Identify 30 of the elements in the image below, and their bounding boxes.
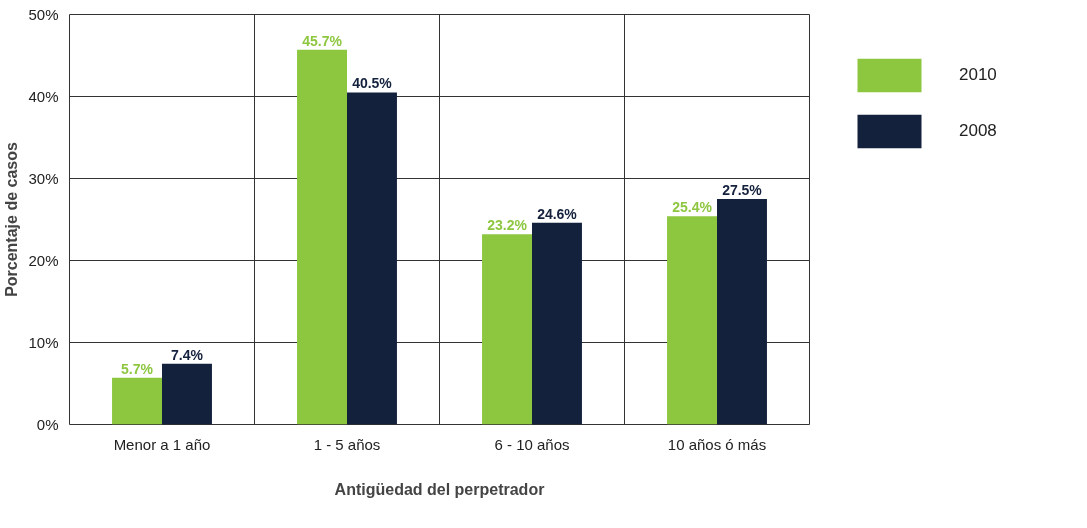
bar [297, 49, 347, 425]
y-tick-label: 0% [36, 416, 59, 433]
x-tick-label: 10 años ó más [667, 435, 767, 453]
data-label: 23.2% [487, 217, 528, 234]
legend-label: 2008 [959, 121, 998, 141]
y-tick-label: 10% [28, 334, 59, 351]
bar [667, 216, 717, 425]
legend-label: 2010 [959, 65, 998, 85]
y-tick-label: 40% [28, 88, 59, 105]
data-label: 7.4% [171, 346, 204, 363]
data-label: 27.5% [722, 182, 763, 198]
data-label: 25.4% [672, 199, 713, 216]
data-label: 40.5% [352, 75, 393, 92]
bar [482, 234, 532, 425]
y-tick-label: 20% [28, 252, 59, 269]
bar [347, 92, 397, 425]
x-tick-label: Menor a 1 año [113, 435, 211, 453]
y-axis-title: Porcentaje de casos [3, 142, 21, 297]
x-axis-title: Antigüedad del perpetrador [334, 480, 545, 498]
bar [532, 222, 582, 425]
y-tick-label: 50% [28, 6, 59, 23]
bar [717, 199, 767, 425]
bar [162, 363, 212, 425]
bar [112, 377, 162, 425]
data-label: 45.7% [302, 32, 343, 49]
x-tick-label: 1 - 5 años [313, 435, 381, 453]
data-label: 5.7% [121, 360, 154, 377]
data-label: 24.6% [537, 205, 578, 222]
x-tick-label: 6 - 10 años [494, 435, 570, 453]
y-tick-label: 30% [28, 170, 59, 187]
